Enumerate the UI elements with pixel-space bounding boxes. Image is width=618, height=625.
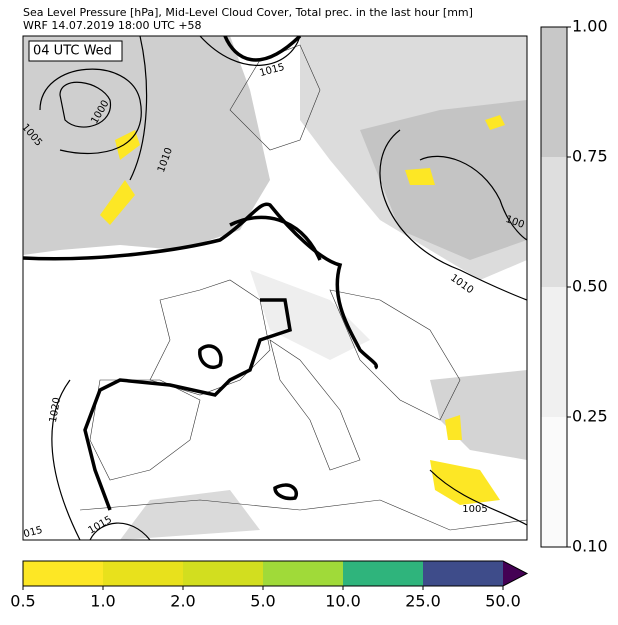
colorbar-segment [103, 561, 183, 586]
colorbar-segment [541, 27, 567, 157]
header-line: Sea Level Pressure [hPa], Mid-Level Clou… [23, 6, 473, 19]
colorbar-tick-label: 1.00 [572, 17, 608, 36]
colorbar-tick-label: 10.0 [325, 592, 361, 611]
precip-colorbar: 0.5 1.0 2.0 5.0 10.0 25.0 50.0 [10, 560, 529, 611]
map [23, 36, 527, 540]
header-line: WRF 14.07.2019 18:00 UTC +58 [23, 19, 202, 32]
colorbar-tick-label: 50.0 [485, 592, 521, 611]
colorbar-segment [23, 561, 103, 586]
colorbar-tick-label: 1.0 [90, 592, 115, 611]
colorbar-tick-label: 25.0 [405, 592, 441, 611]
cloud-cover [23, 36, 527, 540]
colorbar-segment [541, 157, 567, 287]
isobars [39, 36, 527, 540]
colorbar-tick-label: 0.5 [10, 592, 35, 611]
isobar-1015 [23, 36, 378, 511]
colorbar-tick-label: 2.0 [170, 592, 195, 611]
map-frame [22, 35, 528, 541]
colorbar-segment [183, 561, 263, 586]
colorbar-segment [541, 417, 567, 547]
contour-label: 1005 [462, 504, 487, 515]
colorbar-segment [541, 287, 567, 417]
colorbar-segment [263, 561, 343, 586]
colorbar-segment [343, 561, 423, 586]
colorbar-tick-label: 5.0 [250, 592, 275, 611]
time-box [28, 40, 123, 62]
colorbar-tick-label: 0.10 [572, 537, 608, 556]
contour-label: 1020 [48, 397, 63, 424]
colorbar-tick-label: 0.50 [572, 277, 608, 296]
contour-label: 015 [22, 525, 43, 541]
colorbar-tick-label: 0.25 [572, 407, 608, 426]
cloud-colorbar: 0.10 0.25 0.50 0.75 1.00 [540, 17, 608, 556]
colorbar-frame [22, 560, 529, 587]
precipitation [100, 115, 505, 505]
colorbar-tick-label: 0.75 [572, 147, 608, 166]
colorbar-extend [503, 561, 527, 586]
colorbar-segment [423, 561, 503, 586]
time-label: 04 UTC Wed [33, 44, 112, 59]
